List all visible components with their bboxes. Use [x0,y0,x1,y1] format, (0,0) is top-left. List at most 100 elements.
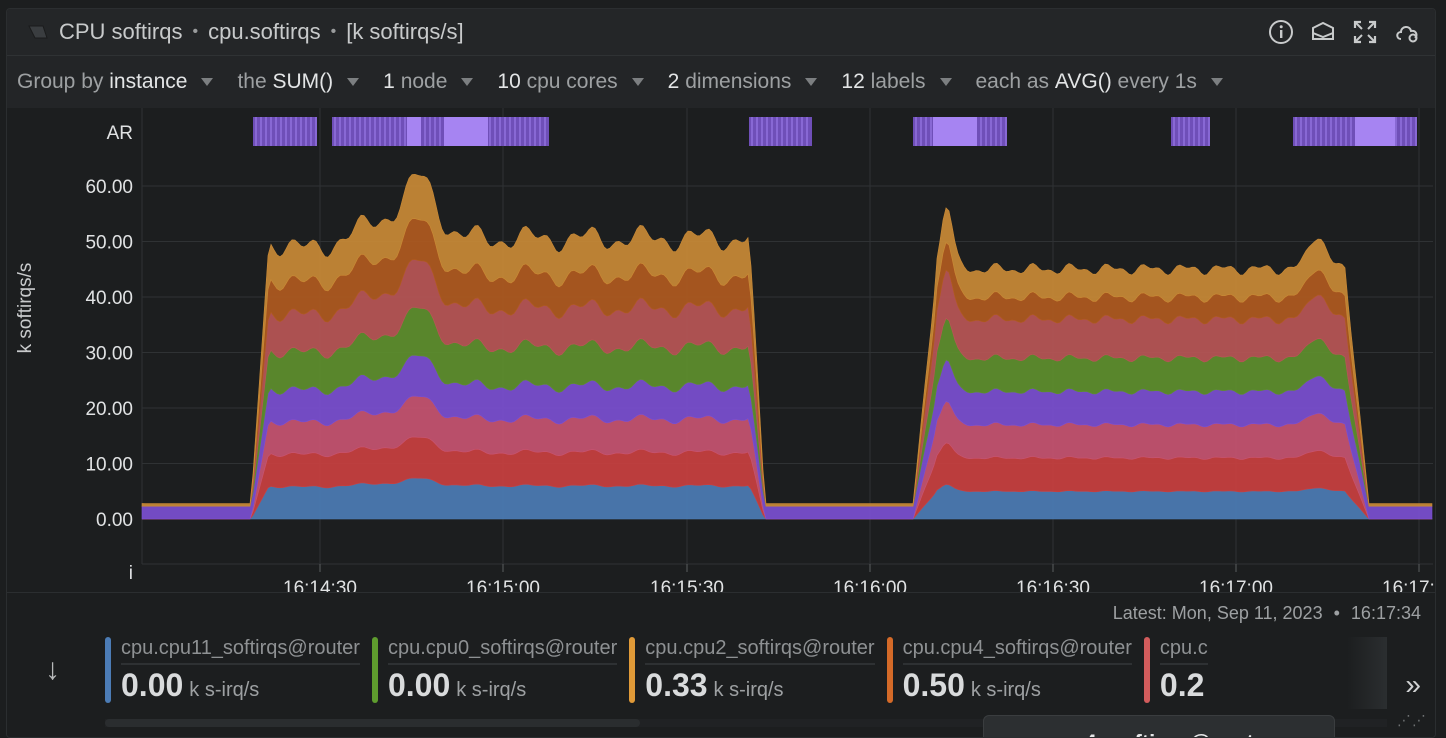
legend-value-unit: k s-irq/s [456,679,527,701]
legend-value-number: 0.00 [387,667,451,703]
legend-value-number: 0.50 [902,667,965,703]
legend-item-name: cpu.c [1159,637,1208,665]
legend-item-content: cpu.cpu11_softirqs@router 0.00 k s-irq/s [121,637,360,713]
legend-item[interactable]: cpu.c 0.2 [1143,637,1208,713]
title-separator: • [330,23,337,40]
legend-item[interactable]: cpu.cpu0_softirqs@router 0.00 k s-irq/s [371,637,618,713]
legend-item[interactable]: cpu.cpu4_softirqs@router 0.50 k s-irq/s [886,637,1132,713]
legend-item-value: 0.33 k s-irq/s [645,667,874,704]
chart-units: [k softirqs/s] [346,19,464,44]
time-aggregation-dropdown[interactable]: each as AVG() every 1s [976,70,1223,94]
annotation-highlight [407,117,421,146]
instances-dropdown[interactable]: 10 cpu cores [497,70,644,94]
chart-title: CPU softirqs • cpu.softirqs • [k softirq… [27,19,464,45]
x-tick-label: 16:17:00 [1199,578,1273,592]
legend-item-value: 0.2 [1160,667,1208,704]
annotations-row-label: AR [107,123,133,144]
dimensions-dropdown[interactable]: 2 dimensions [668,70,818,94]
annotation-block [253,117,317,146]
y-axis-label: k softirqs/s [15,263,36,354]
legend-item-name: cpu.cpu11_softirqs@router [121,637,360,665]
legend-item-name: cpu.cpu2_softirqs@router [645,637,875,665]
x-tick-label: 16:15:00 [466,578,540,592]
legend-fade [1347,637,1387,709]
chevron-down-icon [805,78,818,86]
legend-item-content: cpu.cpu2_softirqs@router 0.33 k s-irq/s [645,637,875,713]
chart-settings-icon[interactable] [1393,18,1421,46]
legend-item[interactable]: cpu.cpu2_softirqs@router 0.33 k s-irq/s [629,637,875,713]
chart-actions [1267,18,1421,46]
chevron-down-icon [461,78,474,86]
labels-dropdown[interactable]: 12 labels [841,70,952,94]
x-tick-label: 16:16:30 [1016,578,1090,592]
legend-item-content: cpu.c 0.2 [1159,637,1208,713]
legend-value-unit: k s-irq/s [713,679,784,701]
chevron-down-icon [631,78,644,86]
chevron-down-icon [939,78,952,86]
legend-tooltip: cpu.cpu4_softirqs@router [983,715,1335,737]
legend-item[interactable]: cpu.cpu11_softirqs@router 0.00 k s-irq/s [105,637,360,713]
annotation-highlight [1355,117,1395,146]
legend-value-number: 0.33 [645,667,708,703]
title-separator: • [192,23,199,40]
aggregation-dropdown[interactable]: the SUM() [237,70,360,94]
legend-scrollbar-track[interactable] [105,719,1387,727]
y-tick-label: 50.00 [85,233,133,254]
chart-context: cpu.softirqs [208,19,321,44]
legend-value-number: 0.2 [1159,667,1205,703]
annotation-highlight [933,117,977,146]
y-tick-label: 0.00 [96,510,133,531]
chevron-down-icon [201,78,214,86]
resize-handle-icon[interactable]: ⋰⋰ [1397,712,1427,728]
legend-color-swatch [1143,637,1150,703]
chevron-down-icon [347,78,360,86]
fullscreen-icon[interactable] [1351,18,1379,46]
legend-color-swatch [629,637,636,703]
info-icon[interactable] [1267,18,1295,46]
stacked-areas [141,173,1433,520]
legend-item-name: cpu.cpu0_softirqs@router [387,637,618,665]
chart-card: CPU softirqs • cpu.softirqs • [k softirq… [6,8,1436,738]
legend-item-content: cpu.cpu4_softirqs@router 0.50 k s-irq/s [902,637,1132,713]
y-tick-label: 60.00 [85,177,133,198]
x-tick-label: 16:15:30 [650,578,724,592]
expand-legend-button[interactable]: ↓ [45,653,60,686]
netdata-logo-icon [28,25,48,39]
annotation-highlight [444,117,488,146]
chart-legend-panel: Latest: Mon, Sep 11, 2023 • 16:17:34 ↓ c… [7,592,1435,737]
x-tick-label: 16:14:30 [283,578,357,592]
y-tick-label: 30.00 [85,344,133,365]
legend-value-unit: k s-irq/s [970,679,1041,701]
legend-color-swatch [105,637,111,703]
info-row-label: i [129,563,133,584]
legend-item-value: 0.00 k s-irq/s [388,667,617,704]
x-tick-label: 16:16:00 [833,578,907,592]
x-tick-label: 16:17:30 [1382,578,1435,592]
y-tick-label: 10.00 [85,455,133,476]
legend-item-value: 0.00 k s-irq/s [121,667,360,704]
legend-color-swatch [371,637,378,703]
area-series-7 [141,173,1433,507]
legend-list: cpu.cpu11_softirqs@router 0.00 k s-irq/s cp… [105,637,1385,713]
group-by-dropdown[interactable]: Group by instance [17,70,214,94]
chart-plot-area[interactable]: k softirqs/s 0.00 10.00 20.00 30.00 40.00 50.0… [7,108,1435,592]
nodes-dropdown[interactable]: 1 node [383,70,474,94]
legend-value-unit: k s-irq/s [189,679,260,701]
stacked-area-chart[interactable]: k softirqs/s 0.00 10.00 20.00 30.00 40.00 50.0… [7,108,1435,592]
legend-item-value: 0.50 k s-irq/s [903,667,1132,704]
chart-toolbar: Group by instance the SUM() 1 node 10 cp… [7,56,1435,108]
chart-title-bar: CPU softirqs • cpu.softirqs • [k softirq… [7,9,1435,56]
legend-scroll-right-button[interactable]: » [1405,669,1421,700]
annotation-row [253,117,1417,146]
chart-title-text: CPU softirqs [59,19,183,44]
chevron-down-icon [1210,78,1223,86]
latest-timestamp: Latest: Mon, Sep 11, 2023 • 16:17:34 [1112,603,1421,623]
y-tick-label: 40.00 [85,288,133,309]
legend-value-number: 0.00 [121,667,184,703]
legend-item-content: cpu.cpu0_softirqs@router 0.00 k s-irq/s [387,637,618,713]
legend-scrollbar-thumb[interactable] [105,719,640,727]
legend-color-swatch [886,637,893,703]
tree-icon[interactable] [1309,18,1337,46]
y-tick-label: 20.00 [85,399,133,420]
legend-item-name: cpu.cpu4_softirqs@router [902,637,1132,665]
